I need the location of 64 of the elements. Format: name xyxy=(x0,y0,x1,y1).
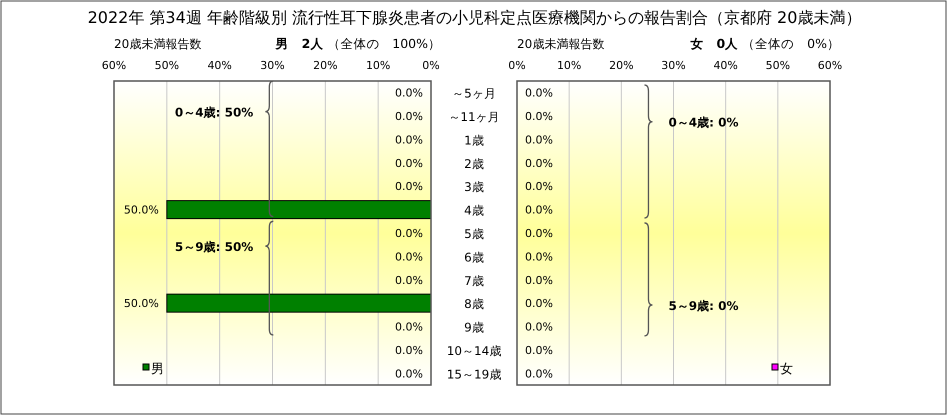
y-tick-label: ～11ヶ月 xyxy=(448,110,500,124)
text: 2022年 第34週 年齢階級別 流行性耳下腺炎患者の小児科定点医療機関からの報告割合（京都府 20歳未満） xyxy=(88,8,862,27)
data-label: 0.0% xyxy=(395,156,423,170)
data-label: 0.0% xyxy=(525,297,553,310)
chart-subtitle: 女 0人 （全体の 0%） xyxy=(689,36,840,51)
data-label: 0.0% xyxy=(525,110,553,124)
x-tick-label: 0% xyxy=(508,59,526,72)
y-tick-label: 6歳 xyxy=(464,250,484,264)
data-label: 0.0% xyxy=(525,274,553,287)
x-tick-label: 40% xyxy=(207,59,232,72)
data-label: 0.0% xyxy=(525,156,553,170)
x-tick-label: 30% xyxy=(260,59,285,72)
legend-label: 男 xyxy=(151,362,164,377)
x-tick-label: 0% xyxy=(422,59,440,72)
legend-label: 女 xyxy=(780,362,793,377)
data-label: 0.0% xyxy=(525,344,553,357)
annotation: 0～4歳: 50% xyxy=(174,106,254,120)
data-label: 0.0% xyxy=(525,320,553,334)
y-tick-label: 7歳 xyxy=(464,274,484,288)
y-tick-label: 2歳 xyxy=(464,156,484,171)
data-label: 0.0% xyxy=(395,274,423,287)
data-label: 0.0% xyxy=(395,86,423,100)
data-label: 0.0% xyxy=(395,344,423,357)
y-tick-label: 5歳 xyxy=(464,227,484,241)
y-tick-label: 3歳 xyxy=(464,180,484,194)
annotation: 5～9歳: 0% xyxy=(668,299,739,314)
data-label: 0.0% xyxy=(525,204,553,217)
data-label: 0.0% xyxy=(395,110,423,124)
y-tick-label: 8歳 xyxy=(464,297,484,312)
text: 20歳未満報告数 xyxy=(517,37,604,51)
y-tick-label: 15～19歳 xyxy=(446,367,502,382)
annotation: 0～4歳: 0% xyxy=(668,116,739,130)
data-label: 0.0% xyxy=(395,133,423,146)
x-tick-label: 50% xyxy=(766,59,790,72)
y-tick-label: ～5ヶ月 xyxy=(452,86,496,101)
data-label: 0.0% xyxy=(525,86,553,100)
x-tick-label: 40% xyxy=(713,59,738,72)
data-label: 0.0% xyxy=(395,250,423,264)
x-tick-label: 30% xyxy=(661,59,686,72)
x-tick-label: 10% xyxy=(556,59,582,72)
x-tick-label: 10% xyxy=(366,59,390,72)
data-label: 0.0% xyxy=(395,367,423,380)
data-label: 50.0% xyxy=(124,204,159,217)
y-tick-label: 9歳 xyxy=(464,320,484,335)
x-tick-label: 50% xyxy=(154,59,180,72)
data-label: 0.0% xyxy=(525,180,553,194)
data-label: 0.0% xyxy=(395,320,423,334)
chart-subtitle: 男 2人 （全体の 100%） xyxy=(274,36,441,51)
y-tick-label: 4歳 xyxy=(464,204,484,218)
data-label: 0.0% xyxy=(525,133,553,146)
x-tick-label: 60% xyxy=(102,59,126,72)
data-label: 0.0% xyxy=(525,250,553,264)
x-tick-label: 20% xyxy=(313,59,338,72)
data-label: 0.0% xyxy=(395,227,423,240)
x-tick-label: 60% xyxy=(818,59,842,72)
y-tick-label: 10～14歳 xyxy=(446,344,502,358)
data-label: 0.0% xyxy=(525,367,553,380)
y-tick-label: 1歳 xyxy=(464,133,484,148)
annotation: 5～9歳: 50% xyxy=(174,240,254,254)
data-label: 0.0% xyxy=(525,227,553,240)
data-label: 0.0% xyxy=(395,180,423,194)
x-tick-label: 20% xyxy=(609,59,634,72)
text: 20歳未満報告数 xyxy=(114,37,202,51)
data-label: 50.0% xyxy=(124,297,159,310)
